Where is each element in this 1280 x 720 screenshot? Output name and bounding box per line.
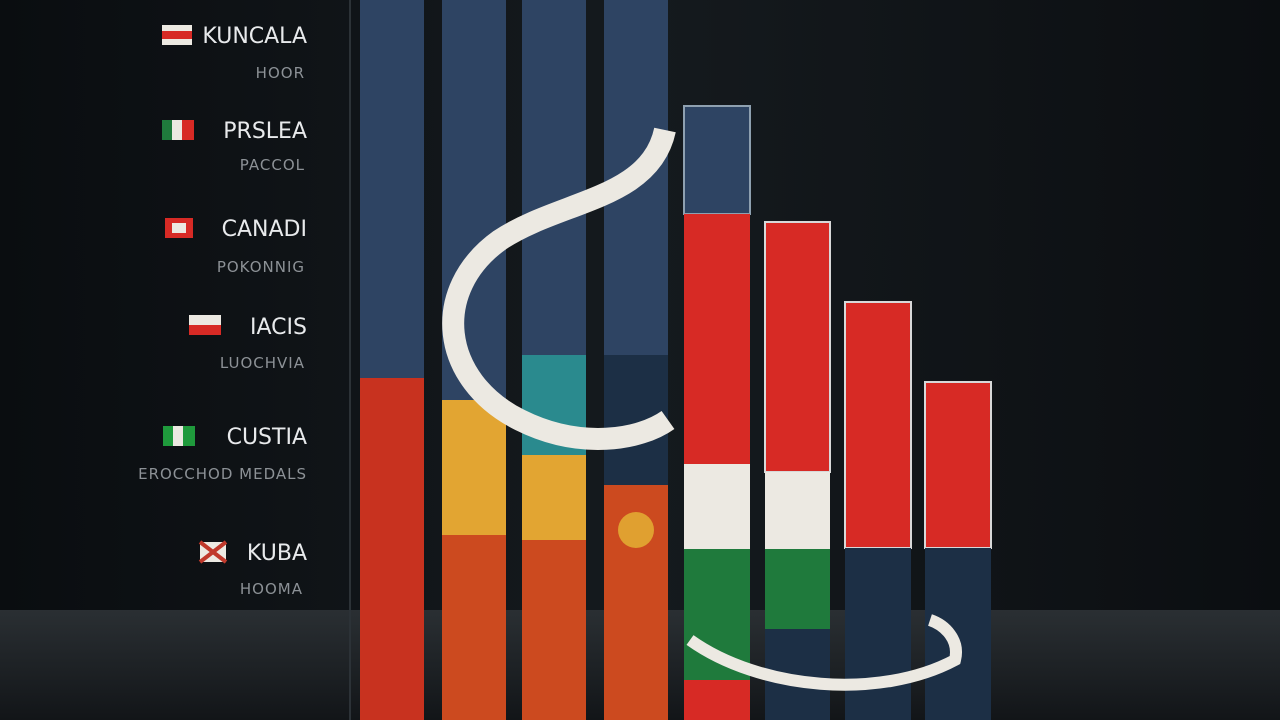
bar — [925, 548, 991, 720]
swoosh — [686, 614, 962, 691]
bar — [924, 381, 992, 549]
country-sub: HOOR — [256, 64, 305, 82]
bar — [442, 535, 506, 720]
legend-item: IACIS LUOCHVIA — [189, 315, 307, 372]
country-name: IACIS — [250, 315, 307, 340]
country-sub: LUOCHVIA — [220, 354, 305, 372]
bar — [765, 549, 830, 629]
legend-item: CUSTIA EROCCHOD MEDALS — [138, 425, 307, 483]
flag — [198, 540, 228, 564]
sun-emblem — [618, 512, 654, 548]
flag — [183, 426, 195, 446]
bar — [522, 540, 586, 720]
country-name: PRSLEA — [223, 119, 307, 144]
flag — [162, 31, 192, 39]
country-name: CUSTIA — [227, 425, 307, 450]
flag — [172, 120, 182, 140]
legend-item: KUBA HOOMA — [198, 540, 307, 598]
flag — [189, 325, 221, 335]
legend-item: KUNCALA HOOR — [162, 24, 307, 82]
bar — [522, 0, 586, 355]
country-sub: HOOMA — [240, 580, 303, 598]
country-name: KUBA — [247, 541, 307, 566]
legend: KUNCALA HOOR PRSLEA PACCOL CANADI POKONN… — [138, 24, 307, 598]
bar — [684, 464, 750, 549]
bar — [360, 378, 424, 720]
swoosh — [442, 127, 676, 450]
country-name: CANADI — [222, 217, 307, 242]
bar — [844, 301, 912, 549]
legend-item: CANADI POKONNIG — [165, 217, 307, 276]
country-sub: PACCOL — [240, 156, 305, 174]
country-sub: EROCCHOD MEDALS — [138, 465, 307, 483]
flag — [182, 120, 194, 140]
flag — [189, 315, 221, 325]
bar — [360, 0, 424, 380]
bar — [442, 400, 506, 535]
bar — [764, 221, 831, 473]
bar — [765, 472, 830, 549]
bars — [360, 0, 992, 720]
legend-item: PRSLEA PACCOL — [162, 119, 307, 174]
country-sub: POKONNIG — [217, 258, 305, 276]
bar — [845, 548, 911, 720]
bar — [522, 455, 586, 540]
flag — [173, 426, 183, 446]
bar — [684, 214, 750, 464]
country-name: KUNCALA — [202, 24, 307, 49]
bar — [684, 680, 750, 720]
flag — [162, 120, 172, 140]
flag — [163, 426, 173, 446]
flag — [172, 223, 186, 233]
bar — [683, 105, 751, 215]
